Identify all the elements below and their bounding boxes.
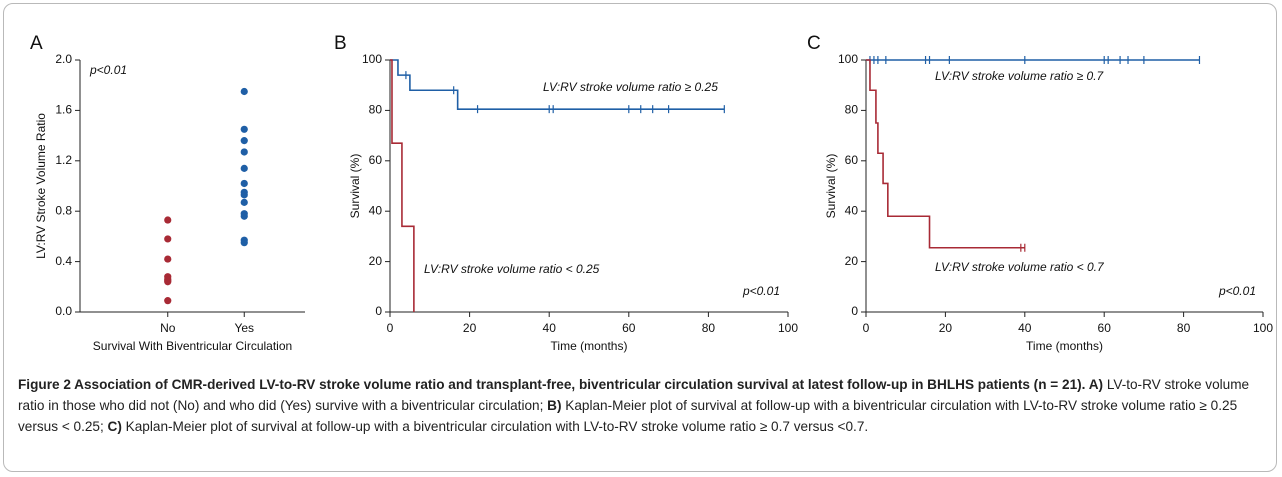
y-tick-label: 80 bbox=[369, 103, 383, 117]
data-point bbox=[240, 137, 248, 145]
data-point bbox=[164, 297, 172, 305]
x-tick-label: 100 bbox=[778, 321, 798, 335]
y-tick-label: 80 bbox=[845, 103, 859, 117]
y-tick-label: 40 bbox=[845, 203, 859, 217]
data-point bbox=[240, 212, 248, 220]
caption-text: Kaplan-Meier plot of survival at follow-… bbox=[18, 398, 1238, 434]
panel-label: A bbox=[30, 33, 43, 54]
data-point bbox=[240, 191, 248, 199]
figure-frame bbox=[3, 3, 1277, 472]
y-tick-label: 2.0 bbox=[55, 52, 72, 66]
y-tick-label: 0 bbox=[375, 304, 382, 318]
annotation: p<0.01 bbox=[89, 63, 127, 77]
y-tick-label: 0.4 bbox=[55, 254, 72, 268]
data-point bbox=[240, 179, 248, 188]
data-point bbox=[164, 278, 172, 286]
x-tick-label: 0 bbox=[863, 321, 870, 335]
caption-text: B) bbox=[547, 398, 562, 413]
x-tick-label: 20 bbox=[939, 321, 953, 335]
y-tick-label: 1.2 bbox=[55, 153, 72, 167]
series-label: LV:RV stroke volume ratio ≥ 0.25 bbox=[543, 80, 718, 94]
data-point bbox=[240, 198, 248, 206]
y-tick-label: 100 bbox=[838, 52, 858, 66]
survival-curve bbox=[390, 59, 415, 312]
x-tick-label: No bbox=[160, 321, 176, 335]
x-tick-label: 40 bbox=[1018, 321, 1032, 335]
data-point bbox=[164, 255, 172, 263]
y-axis-label: Survival (%) bbox=[824, 154, 838, 219]
x-tick-label: 80 bbox=[702, 321, 716, 335]
data-point bbox=[240, 148, 248, 156]
survival-curve bbox=[390, 59, 725, 110]
y-tick-label: 20 bbox=[845, 254, 859, 268]
data-point bbox=[240, 164, 248, 172]
data-point bbox=[240, 125, 248, 133]
y-tick-label: 60 bbox=[845, 153, 859, 167]
figure-caption: Figure 2 Association of CMR-derived LV-t… bbox=[18, 374, 1266, 437]
caption-text: Kaplan-Meier plot of survival at follow-… bbox=[121, 419, 869, 434]
x-tick-label: 20 bbox=[463, 321, 477, 335]
annotation: p<0.01 bbox=[1218, 284, 1256, 298]
series-label: LV:RV stroke volume ratio < 0.25 bbox=[424, 262, 600, 276]
y-tick-label: 0 bbox=[851, 304, 858, 318]
panel-label: B bbox=[334, 33, 347, 54]
x-axis-label: Time (months) bbox=[1026, 339, 1103, 353]
y-tick-label: 100 bbox=[362, 52, 382, 66]
x-tick-label: 100 bbox=[1253, 321, 1273, 335]
series-label: LV:RV stroke volume ratio ≥ 0.7 bbox=[935, 69, 1105, 83]
x-tick-label: 60 bbox=[1098, 321, 1112, 335]
y-axis-label: Survival (%) bbox=[348, 154, 362, 219]
x-axis-label: Time (months) bbox=[551, 339, 628, 353]
y-tick-label: 20 bbox=[369, 254, 383, 268]
caption-text: C) bbox=[107, 419, 122, 434]
annotation: p<0.01 bbox=[742, 284, 780, 298]
y-tick-label: 0.8 bbox=[55, 203, 72, 217]
y-tick-label: 0.0 bbox=[55, 304, 72, 318]
caption-text: Figure 2 Association of CMR-derived LV-t… bbox=[18, 377, 1104, 392]
y-tick-label: 60 bbox=[369, 153, 383, 167]
x-tick-label: 60 bbox=[622, 321, 636, 335]
data-point bbox=[164, 216, 172, 224]
y-axis-label: LV:RV Stroke Volume Ratio bbox=[34, 113, 48, 259]
caption-text: LV-to-RV stroke volume ratio in those wh… bbox=[18, 377, 1250, 413]
x-tick-label: 40 bbox=[543, 321, 557, 335]
y-tick-label: 40 bbox=[369, 203, 383, 217]
x-axis-label: Survival With Biventricular Circulation bbox=[93, 339, 292, 353]
data-point bbox=[240, 87, 248, 96]
data-point bbox=[164, 235, 172, 243]
panel-label: C bbox=[807, 33, 821, 54]
x-tick-label: 0 bbox=[387, 321, 394, 335]
survival-curve bbox=[866, 59, 1025, 249]
x-tick-label: Yes bbox=[234, 321, 254, 335]
series-label: LV:RV stroke volume ratio < 0.7 bbox=[935, 260, 1105, 274]
data-point bbox=[240, 239, 248, 247]
figure-charts: A LV:RV Stroke Volume Ratio Survival With … bbox=[30, 33, 1273, 353]
x-tick-label: 80 bbox=[1177, 321, 1191, 335]
y-tick-label: 1.6 bbox=[55, 103, 72, 117]
